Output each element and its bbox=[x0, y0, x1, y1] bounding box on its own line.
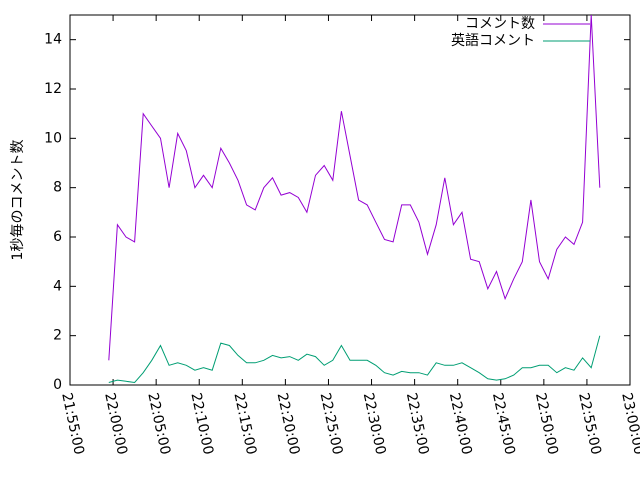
y-axis-label: 1秒毎のコメント数 bbox=[10, 140, 26, 261]
x-tick-label: 22:35:00 bbox=[403, 391, 432, 456]
x-tick-label: 22:40:00 bbox=[446, 391, 475, 456]
series-line bbox=[108, 335, 601, 384]
x-tick-label: 22:05:00 bbox=[144, 391, 173, 456]
x-tick-label: 22:30:00 bbox=[360, 391, 389, 456]
x-tick-label: 22:20:00 bbox=[274, 391, 303, 456]
y-tick-label: 4 bbox=[53, 278, 62, 294]
y-tick-label: 12 bbox=[44, 81, 62, 97]
x-tick-label: 22:55:00 bbox=[575, 391, 604, 456]
legend-label: 英語コメント bbox=[451, 32, 535, 49]
x-tick-label: 22:25:00 bbox=[317, 391, 346, 456]
y-tick-label: 2 bbox=[53, 328, 62, 344]
series-line bbox=[108, 15, 601, 361]
x-tick-label: 22:15:00 bbox=[230, 391, 259, 456]
y-tick-label: 8 bbox=[53, 180, 62, 196]
plot-border bbox=[69, 14, 631, 386]
x-tick-label: 23:00:00 bbox=[618, 391, 640, 456]
y-tick-label: 14 bbox=[44, 32, 62, 48]
x-tick-label: 22:45:00 bbox=[489, 391, 518, 456]
y-tick-label: 6 bbox=[53, 229, 62, 245]
legend-label: コメント数 bbox=[465, 16, 535, 32]
y-tick-label: 0 bbox=[53, 377, 62, 393]
x-tick-label: 22:50:00 bbox=[532, 391, 561, 456]
x-tick-label: 21:55:00 bbox=[58, 391, 87, 456]
y-tick-label: 10 bbox=[44, 130, 62, 146]
x-tick-label: 22:10:00 bbox=[187, 391, 216, 456]
x-tick-label: 22:00:00 bbox=[101, 391, 130, 456]
